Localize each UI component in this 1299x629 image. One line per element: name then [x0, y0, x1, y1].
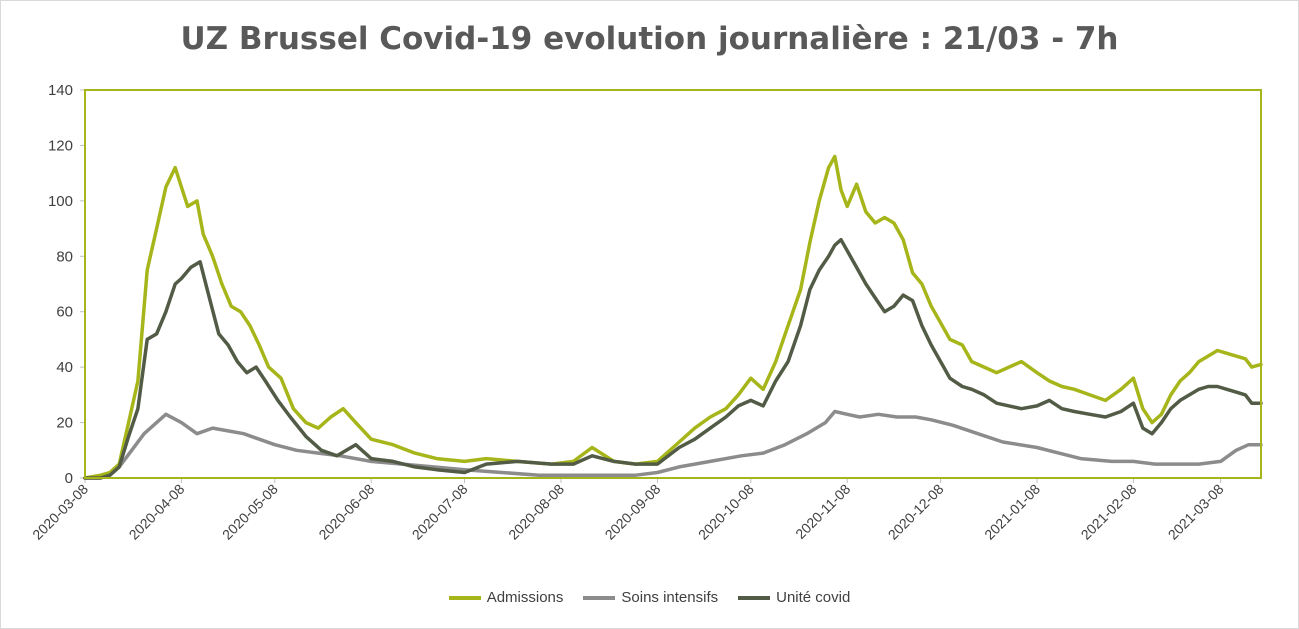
legend-label: Unité covid — [776, 589, 851, 606]
legend-swatch — [583, 595, 616, 600]
x-tick-label: 2020-10-08 — [695, 481, 757, 543]
legend-item: Admissions — [448, 589, 564, 606]
legend-label: Admissions — [486, 589, 564, 606]
x-tick-label: 2021-02-08 — [1078, 481, 1140, 543]
y-axis: 0 20 40 60 80 100 120 140 — [48, 82, 85, 487]
x-tick-label: 2020-03-08 — [29, 481, 91, 543]
x-tick-label: 2021-03-08 — [1165, 481, 1227, 543]
legend-swatch — [448, 595, 481, 600]
x-tick-label: 2020-09-08 — [602, 481, 664, 543]
y-tick-label: 80 — [56, 248, 73, 265]
y-tick-label: 140 — [48, 82, 73, 99]
x-tick-label: 2020-12-08 — [885, 481, 947, 543]
legend-label: Soins intensifs — [621, 589, 719, 606]
x-tick-label: 2020-07-08 — [409, 481, 471, 543]
legend-item: Unité covid — [738, 589, 850, 606]
x-tick-label: 2020-04-08 — [126, 481, 188, 543]
series-line-soins-intensifs — [83, 409, 1263, 480]
x-tick-label: 2020-11-08 — [792, 481, 853, 542]
plot-frame — [84, 89, 1262, 479]
x-axis: 2020-03-08 2020-04-08 2020-05-08 2020-06-08… — [29, 478, 1227, 543]
x-tick-label: 2020-08-08 — [505, 481, 567, 543]
series-line-admissions — [83, 154, 1263, 480]
legend: Admissions Soins intensifs Unité covid — [1, 589, 1298, 606]
x-tick-label: 2021-01-08 — [981, 481, 1043, 543]
y-tick-label: 40 — [56, 359, 73, 376]
legend-swatch — [738, 595, 771, 600]
y-tick-label: 60 — [56, 304, 73, 321]
y-tick-label: 100 — [48, 193, 73, 210]
x-tick-label: 2020-06-08 — [315, 481, 377, 543]
chart-title: UZ Brussel Covid-19 evolution journalièr… — [180, 21, 1119, 57]
series-lines — [83, 154, 1263, 480]
y-tick-label: 120 — [48, 137, 73, 154]
series-line-unit-covid — [83, 237, 1263, 480]
legend-item: Soins intensifs — [583, 589, 718, 606]
y-tick-label: 20 — [56, 415, 73, 432]
y-tick-label: 0 — [65, 470, 73, 487]
x-tick-label: 2020-05-08 — [219, 481, 281, 543]
